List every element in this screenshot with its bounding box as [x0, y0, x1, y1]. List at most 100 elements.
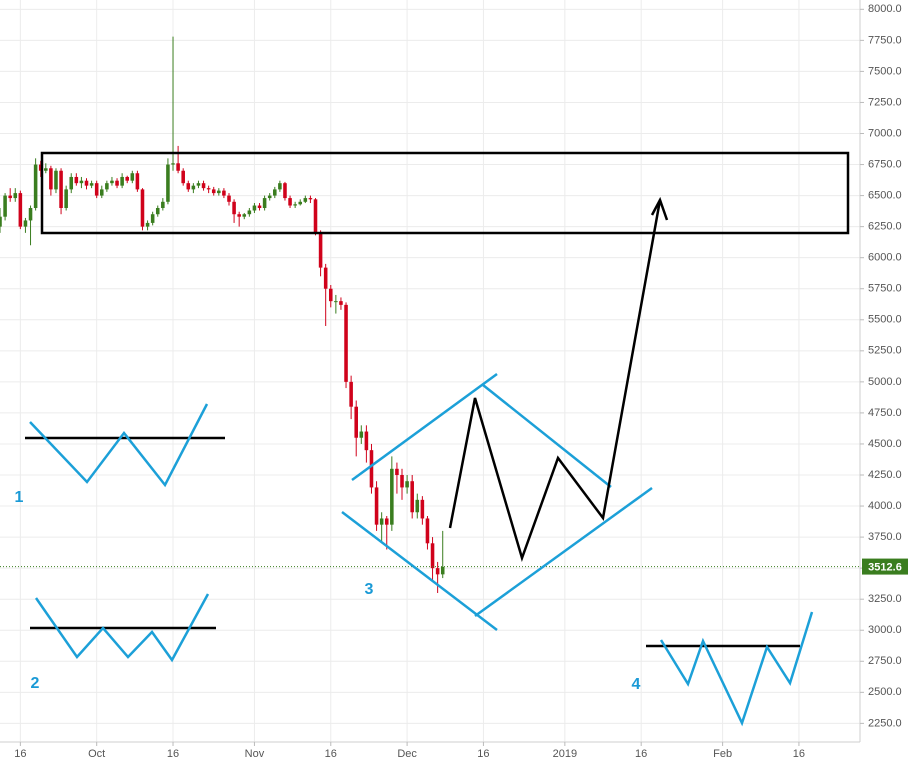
y-tick-label: 6250.0 — [868, 221, 902, 233]
candle-body — [247, 210, 252, 215]
candle-body — [54, 170, 58, 190]
candle-body — [374, 487, 379, 525]
pattern-label: 4 — [632, 676, 641, 693]
diamond-edge — [482, 384, 612, 488]
candle-body — [79, 180, 84, 184]
candle-body — [125, 176, 129, 181]
y-tick-label: 3000.0 — [868, 624, 902, 636]
candle-body — [0, 216, 2, 227]
diamond-edge — [351, 372, 498, 482]
candle-body — [313, 199, 318, 233]
y-tick-label: 7750.0 — [868, 34, 902, 46]
pattern-label: 2 — [31, 675, 40, 692]
candle-body — [49, 168, 53, 190]
candle-body — [140, 189, 145, 227]
candle-body — [18, 193, 23, 227]
candle-body — [130, 173, 135, 181]
candle-body — [150, 214, 155, 223]
candle-body — [379, 518, 384, 525]
y-tick-label: 5000.0 — [868, 376, 902, 388]
candle-body — [89, 183, 94, 186]
candle-body — [384, 518, 389, 525]
y-tick-label: 7250.0 — [868, 96, 902, 108]
candle-body — [420, 499, 425, 519]
candle-body — [369, 450, 374, 488]
y-tick-label: 3750.0 — [868, 531, 902, 543]
projection-line — [448, 199, 662, 563]
y-tick-label: 3250.0 — [868, 593, 902, 605]
candle-body — [252, 205, 257, 211]
candle-body — [166, 164, 170, 202]
y-tick-label: 2500.0 — [868, 686, 902, 698]
candle-body — [74, 176, 79, 184]
range-box — [40, 151, 850, 235]
candle-body — [38, 164, 43, 171]
last-price-label: 3512.6 — [868, 561, 902, 573]
candle-body — [323, 267, 328, 289]
drawings: 1 2 3 4 — [15, 151, 850, 727]
candle-body — [161, 201, 165, 209]
x-tick-label: Dec — [397, 748, 417, 760]
candle-body — [232, 201, 236, 215]
x-tick-label: 16 — [793, 748, 805, 760]
candle-body — [33, 164, 38, 209]
candle-body — [430, 543, 435, 569]
candle-body — [44, 168, 48, 171]
candle-body — [318, 232, 323, 268]
candle-body — [176, 163, 180, 171]
candle-body — [303, 198, 308, 202]
candle-body — [298, 201, 303, 205]
candle-body — [8, 195, 12, 199]
arrow-head — [650, 196, 669, 221]
candle-body — [344, 304, 348, 382]
candle-body — [278, 183, 282, 190]
candle-body — [328, 288, 333, 302]
y-tick-label: 6750.0 — [868, 158, 902, 170]
candle-body — [400, 475, 404, 488]
candle-body — [435, 568, 440, 575]
candle-body — [3, 195, 7, 217]
y-tick-label: 5750.0 — [868, 283, 902, 295]
candle-body — [334, 301, 338, 303]
candle-body — [242, 214, 247, 217]
x-tick-label: 16 — [477, 748, 489, 760]
y-tick-label: 7500.0 — [868, 65, 902, 77]
y-tick-label: 8000.0 — [868, 3, 902, 15]
candle-body — [273, 189, 277, 196]
pattern-label: 3 — [365, 581, 374, 598]
x-tick-label: 16 — [635, 748, 647, 760]
x-tick-label: 16 — [14, 748, 26, 760]
candle-body — [13, 193, 18, 199]
candle-body — [59, 170, 63, 209]
x-tick-label: 16 — [325, 748, 337, 760]
y-tick-label: 2750.0 — [868, 655, 902, 667]
x-tick-label: 16 — [167, 748, 179, 760]
candle-body — [267, 195, 272, 199]
candle-body — [440, 566, 445, 575]
y-tick-label: 7000.0 — [868, 127, 902, 139]
candle-body — [186, 183, 191, 190]
candle-body — [94, 183, 99, 196]
x-tick-label: Oct — [88, 748, 105, 760]
y-tick-label: 5500.0 — [868, 314, 902, 326]
candle-body — [390, 468, 394, 525]
candle-body — [23, 220, 28, 227]
y-tick-label: 6500.0 — [868, 189, 902, 201]
x-tick-label: Feb — [713, 748, 732, 760]
candle-body — [364, 431, 369, 451]
pattern-line — [29, 403, 209, 488]
x-tick-label: Nov — [245, 748, 265, 760]
candle-body — [283, 183, 287, 199]
candle-body — [349, 381, 353, 407]
candle-body — [211, 189, 216, 194]
candle-body — [181, 170, 185, 184]
candle-body — [201, 183, 206, 189]
candle-body — [99, 189, 104, 196]
candle-body — [354, 406, 358, 438]
candle-body — [288, 198, 292, 206]
grid — [0, 0, 860, 742]
y-tick-label: 4000.0 — [868, 500, 902, 512]
pattern-line — [659, 611, 814, 727]
candle-body — [359, 431, 364, 438]
